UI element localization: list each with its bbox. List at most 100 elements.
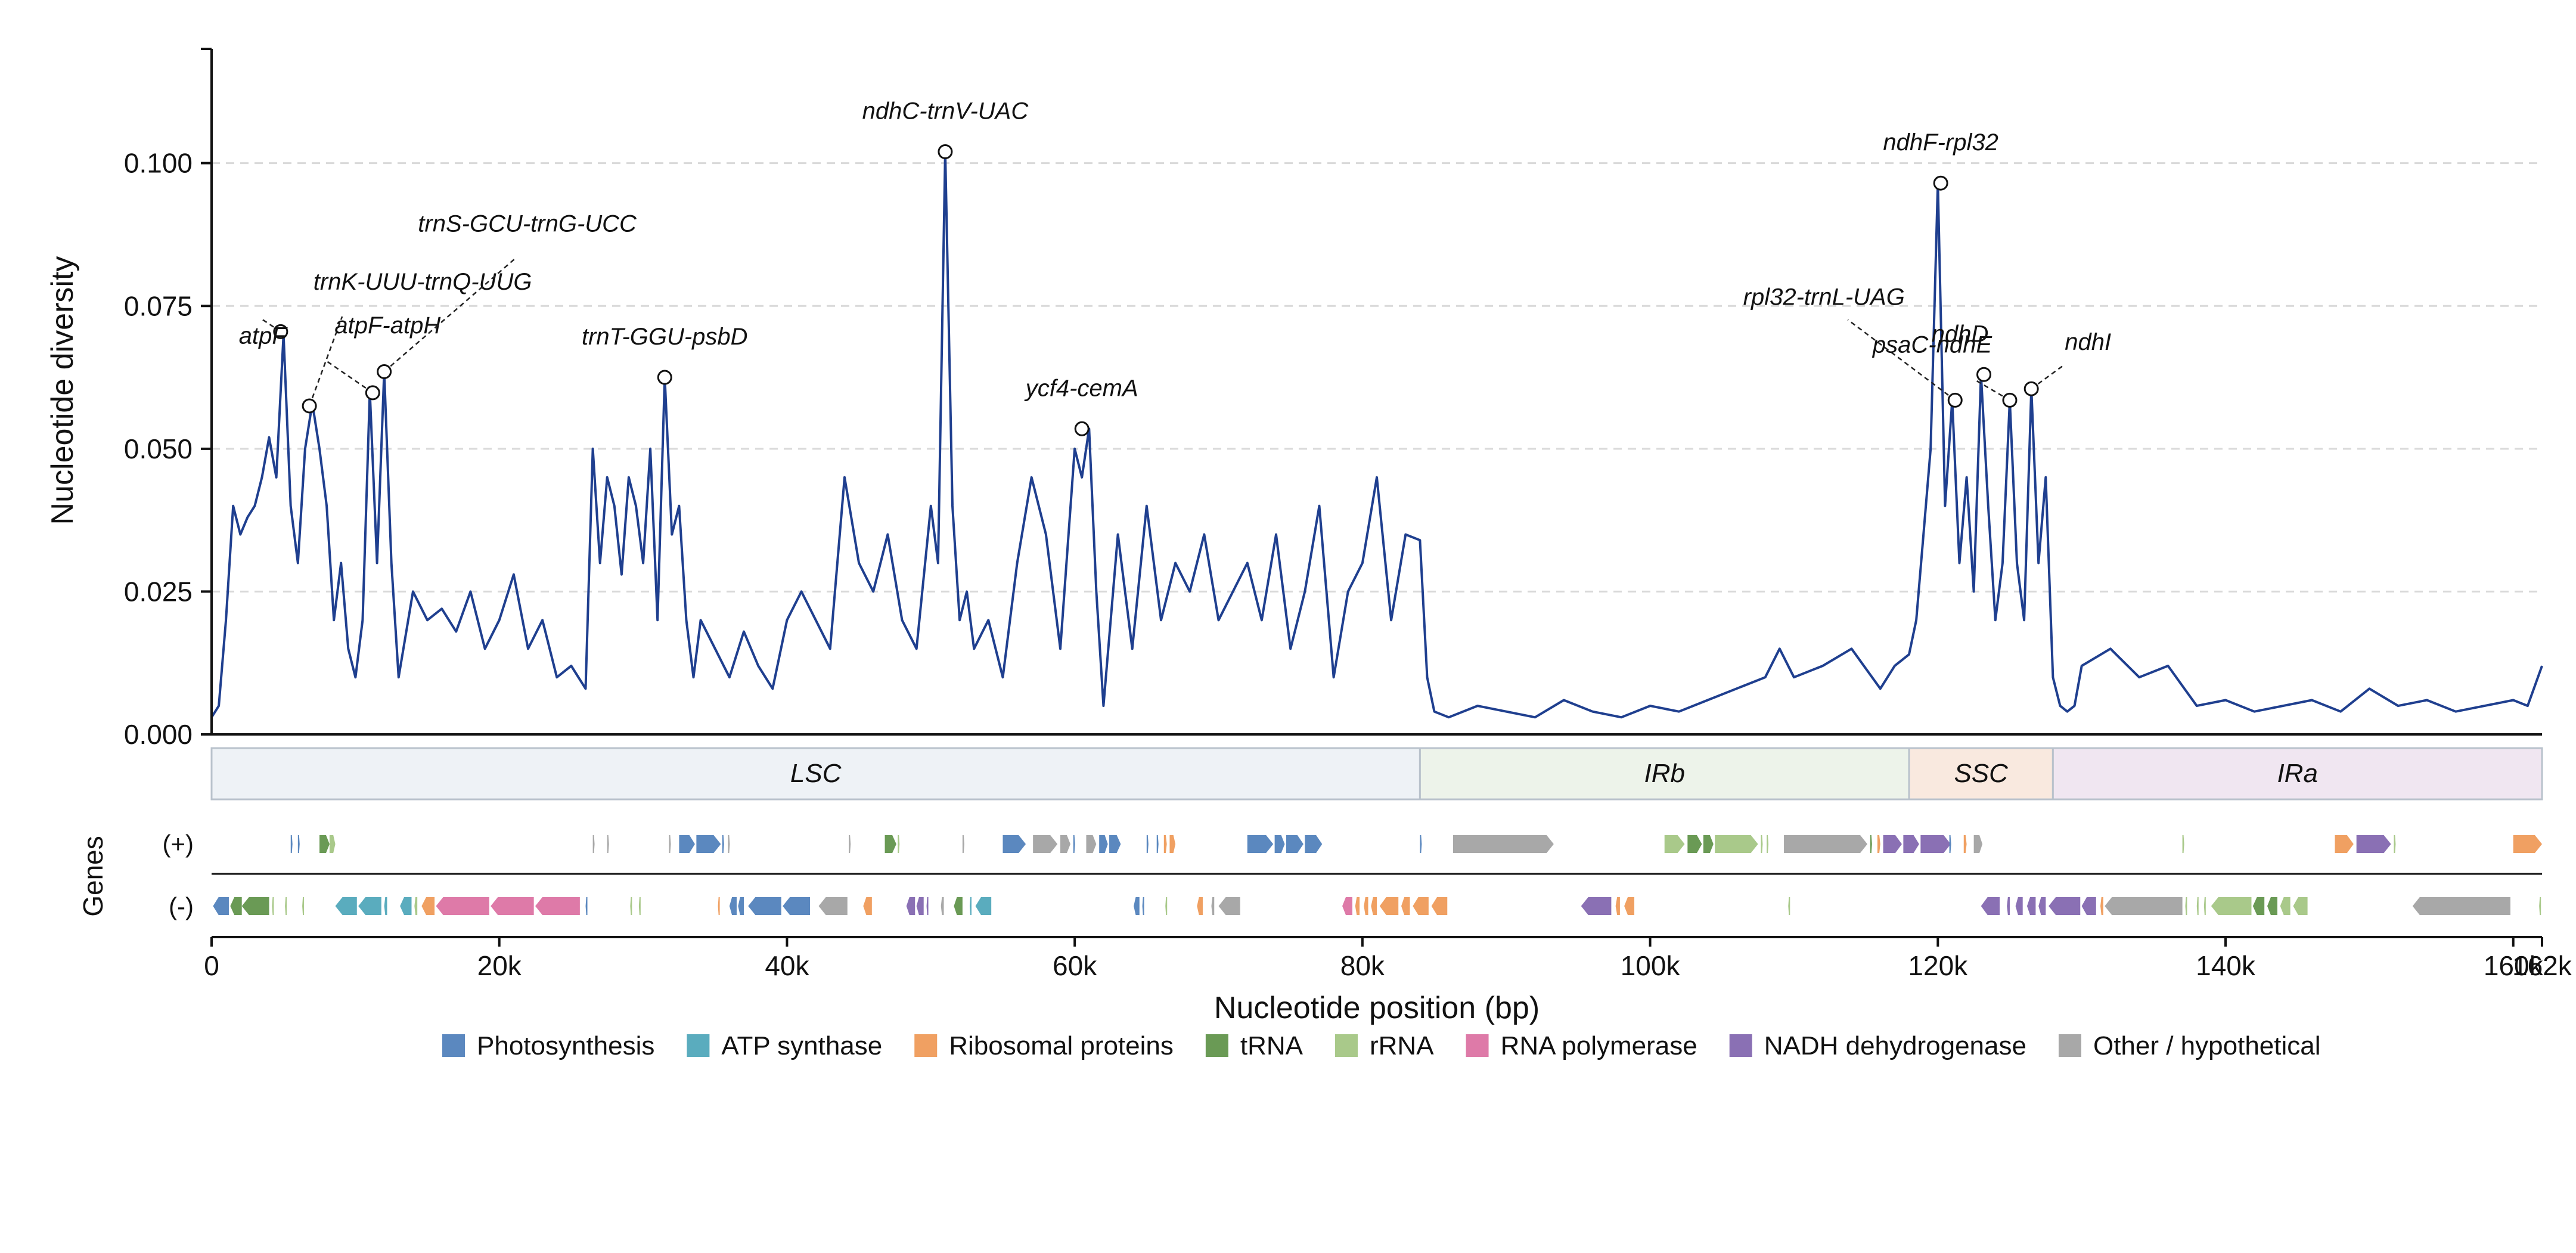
peak-annotations: atpF trnK-UUU-trnQ-UUG atpF-atpH trnS-GCU-t…	[239, 98, 2111, 436]
gene-plus	[1060, 835, 1070, 853]
gene-plus	[669, 835, 671, 853]
legend-label: RNA polymerase	[1501, 1031, 1697, 1060]
region-label: LSC	[790, 759, 842, 788]
peak-marker	[2023, 381, 2039, 396]
peak-marker	[1947, 392, 1963, 408]
gene-plus	[1305, 835, 1323, 853]
axes: 0.000 0.025 0.050 0.075 0.100 0 20k 40k 60k 80k 10…	[124, 48, 2572, 981]
region-block	[2052, 747, 2543, 801]
gene-minus	[975, 897, 992, 915]
peak-label: rpl32-trnL-UAG	[1743, 284, 1905, 310]
peak-marker	[1074, 421, 1090, 436]
peak-label: atpF	[239, 322, 288, 349]
gene-minus	[1788, 897, 1790, 915]
legend-label: ATP synthase	[721, 1031, 882, 1060]
gene-minus	[2293, 897, 2308, 915]
region-block	[1419, 747, 1910, 801]
gene-minus	[718, 897, 720, 915]
gene-plus	[1784, 835, 1868, 853]
gene-plus	[1883, 835, 1902, 853]
x-tick-label: 160k	[2484, 950, 2544, 981]
gene-minus	[1142, 897, 1144, 915]
peak-marker	[377, 364, 392, 379]
gene-plus	[1870, 835, 1872, 853]
gene-minus	[2100, 897, 2103, 915]
peak-leader-line	[308, 316, 343, 407]
gene-plus	[1109, 835, 1121, 853]
gene-minus	[436, 897, 489, 915]
gene-minus	[213, 897, 229, 915]
gene-plus	[319, 835, 330, 853]
peak-marker	[302, 398, 317, 414]
legend-label: Photosynthesis	[477, 1031, 654, 1060]
gene-minus	[630, 897, 632, 915]
gene-plus	[1163, 835, 1167, 853]
y-tick-label: 0.000	[124, 719, 193, 750]
legend-swatch	[1729, 1034, 1752, 1057]
gene-minus	[585, 897, 588, 915]
peak-label: trnS-GCU-trnG-UCC	[418, 210, 637, 237]
gene-minus	[285, 897, 287, 915]
gene-minus	[1211, 897, 1215, 915]
gene-plus	[1703, 835, 1714, 853]
y-tick-label: 0.075	[124, 290, 193, 321]
legend-label: rRNA	[1370, 1031, 1434, 1060]
gene-plus	[1073, 835, 1075, 853]
gene-minus	[783, 897, 811, 915]
peak-marker	[657, 370, 672, 385]
gene-minus	[2038, 897, 2046, 915]
gene-minus	[241, 897, 269, 915]
gene-minus	[1342, 897, 1352, 915]
gene-minus	[2267, 897, 2277, 915]
gene-plus	[1286, 835, 1303, 853]
gene-plus	[679, 835, 695, 853]
peak-label: ycf4-cemA	[1024, 375, 1138, 401]
genes-track-label: Genes	[77, 836, 108, 917]
legend-label: tRNA	[1240, 1031, 1303, 1060]
peak-label: atpF-atpH	[334, 312, 440, 339]
gene-minus	[969, 897, 972, 915]
legend-swatch	[914, 1034, 938, 1057]
gene-plus	[1949, 835, 1951, 853]
gene-plus	[1664, 835, 1685, 853]
gene-plus	[2394, 835, 2396, 853]
gene-minus	[1165, 897, 1168, 915]
peak-label: ndhC-trnV-UAC	[862, 98, 1029, 125]
gene-minus	[335, 897, 357, 915]
gene-minus	[916, 897, 924, 915]
gene-minus	[638, 897, 641, 915]
gene-minus	[1431, 897, 1448, 915]
gene-plus	[1099, 835, 1108, 853]
x-tick-label: 120k	[1908, 950, 1968, 981]
gene-minus	[2196, 897, 2199, 915]
gene-minus	[1355, 897, 1360, 915]
x-tick-label: 140k	[2196, 950, 2256, 981]
legend-label: Ribosomal proteins	[949, 1031, 1174, 1060]
gene-plus	[2513, 835, 2542, 853]
gene-plus	[722, 835, 724, 853]
gene-plus	[1761, 835, 1763, 853]
gene-minus	[1624, 897, 1635, 915]
gene-plus	[1903, 835, 1919, 853]
legend: Photosynthesis ATP synthase Ribosomal prot…	[442, 1031, 2321, 1060]
gene-minus	[2280, 897, 2291, 915]
gene-plus	[2335, 835, 2354, 853]
legend-swatch	[1466, 1034, 1489, 1057]
y-axis-label: Nucleotide diversity	[45, 256, 80, 525]
gene-plus	[1086, 835, 1097, 853]
gene-minus	[1364, 897, 1368, 915]
gene-plus	[898, 835, 900, 853]
legend-swatch	[2058, 1034, 2081, 1057]
peak-label: trnK-UUU-trnQ-UUG	[314, 269, 532, 295]
gene-minus	[230, 897, 242, 915]
gene-plus	[1715, 835, 1758, 853]
x-axis-label: Nucleotide position (bp)	[1214, 991, 1540, 1025]
peak-label: ndhD	[1932, 321, 1989, 347]
gene-minus	[1134, 897, 1140, 915]
gene-minus	[1413, 897, 1429, 915]
gene-plus	[728, 835, 730, 853]
gene-minus	[2252, 897, 2265, 915]
gene-plus	[1033, 835, 1058, 853]
x-tick-label: 60k	[1053, 950, 1097, 981]
peak-marker	[365, 385, 380, 401]
